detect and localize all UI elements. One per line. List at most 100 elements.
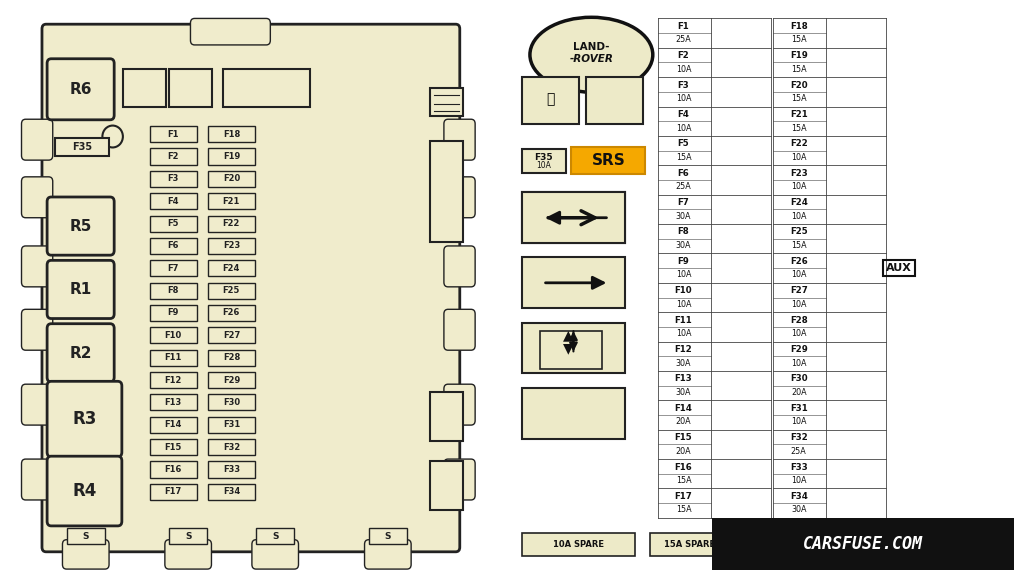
- FancyBboxPatch shape: [444, 384, 475, 425]
- Bar: [150, 484, 197, 500]
- Bar: [522, 323, 625, 373]
- Text: F1: F1: [167, 130, 179, 139]
- Text: F16: F16: [165, 465, 181, 474]
- Text: F20: F20: [223, 175, 240, 183]
- Bar: [150, 260, 197, 276]
- Text: F8: F8: [678, 228, 689, 237]
- Text: 15A: 15A: [791, 94, 807, 103]
- Text: F5: F5: [167, 219, 179, 228]
- Text: ▲: ▲: [563, 328, 573, 342]
- Text: F11: F11: [165, 353, 181, 362]
- Text: F33: F33: [223, 465, 240, 474]
- Text: 30A: 30A: [676, 388, 691, 397]
- Text: 10A: 10A: [791, 153, 807, 162]
- Text: 10A: 10A: [791, 270, 807, 279]
- Text: 15A: 15A: [791, 241, 807, 250]
- FancyBboxPatch shape: [444, 246, 475, 287]
- Bar: [522, 192, 625, 243]
- Text: 10A: 10A: [791, 358, 807, 367]
- Text: F28: F28: [223, 353, 240, 362]
- Text: F27: F27: [223, 331, 240, 340]
- Bar: [208, 305, 255, 321]
- Text: F9: F9: [678, 257, 689, 266]
- Text: F7: F7: [678, 198, 689, 207]
- Text: LAND-: LAND-: [573, 42, 609, 52]
- FancyBboxPatch shape: [22, 246, 53, 287]
- FancyBboxPatch shape: [165, 540, 212, 569]
- Text: 🔑: 🔑: [546, 93, 555, 107]
- Bar: [150, 416, 197, 433]
- Bar: [208, 260, 255, 276]
- Text: 25A: 25A: [676, 35, 691, 44]
- Text: 10A: 10A: [791, 417, 807, 426]
- Text: F18: F18: [223, 130, 240, 139]
- Bar: [150, 350, 197, 366]
- Text: F30: F30: [790, 374, 808, 384]
- Bar: [541, 331, 601, 369]
- Text: F28: F28: [790, 316, 808, 325]
- Text: F27: F27: [790, 286, 808, 295]
- Bar: [150, 372, 197, 388]
- Bar: [150, 305, 197, 321]
- Bar: [522, 388, 625, 439]
- Bar: [208, 484, 255, 500]
- Bar: [169, 69, 213, 107]
- Bar: [571, 147, 645, 174]
- Text: 10A: 10A: [676, 329, 691, 338]
- Text: F22: F22: [223, 219, 240, 228]
- Bar: [208, 149, 255, 165]
- FancyBboxPatch shape: [47, 324, 115, 382]
- Bar: [208, 327, 255, 343]
- Bar: [522, 149, 565, 173]
- FancyBboxPatch shape: [444, 119, 475, 160]
- Text: F10: F10: [675, 286, 692, 295]
- Text: F3: F3: [678, 81, 689, 90]
- Text: F9: F9: [167, 309, 179, 317]
- FancyBboxPatch shape: [22, 459, 53, 500]
- Text: F4: F4: [678, 110, 689, 119]
- Text: F34: F34: [223, 487, 240, 497]
- Text: 10A: 10A: [791, 476, 807, 485]
- FancyBboxPatch shape: [22, 384, 53, 425]
- Bar: [522, 192, 625, 243]
- Text: ▼: ▼: [563, 341, 573, 355]
- Bar: [150, 395, 197, 411]
- Text: 10A: 10A: [791, 182, 807, 191]
- Text: F12: F12: [675, 345, 692, 354]
- Bar: [150, 238, 197, 254]
- FancyBboxPatch shape: [62, 540, 109, 569]
- FancyBboxPatch shape: [47, 456, 122, 526]
- Bar: [522, 257, 625, 308]
- Text: 15A: 15A: [676, 476, 691, 485]
- Bar: [123, 69, 166, 107]
- Text: F26: F26: [790, 257, 808, 266]
- FancyBboxPatch shape: [444, 177, 475, 218]
- FancyBboxPatch shape: [190, 18, 270, 45]
- Text: F18: F18: [790, 22, 808, 31]
- Text: F31: F31: [790, 404, 808, 413]
- Text: F31: F31: [223, 420, 240, 429]
- Bar: [208, 238, 255, 254]
- FancyBboxPatch shape: [47, 197, 115, 255]
- Bar: [150, 126, 197, 142]
- Bar: [150, 461, 197, 478]
- Text: AUX: AUX: [886, 263, 912, 273]
- Bar: [586, 77, 643, 124]
- Text: F21: F21: [223, 197, 240, 206]
- FancyBboxPatch shape: [365, 540, 411, 569]
- Text: F8: F8: [167, 286, 179, 295]
- Text: 10A: 10A: [791, 300, 807, 309]
- Text: 30A SPARE: 30A SPARE: [849, 540, 900, 549]
- Bar: [742, 533, 821, 556]
- Text: SRS: SRS: [592, 153, 625, 168]
- Ellipse shape: [102, 126, 123, 147]
- Bar: [208, 372, 255, 388]
- FancyBboxPatch shape: [47, 260, 115, 319]
- Text: 25A: 25A: [676, 182, 691, 191]
- Bar: [522, 77, 579, 124]
- Text: F5: F5: [678, 139, 689, 149]
- Text: S: S: [185, 532, 191, 541]
- Text: F19: F19: [223, 152, 240, 161]
- Text: 10A: 10A: [537, 161, 551, 170]
- Text: F15: F15: [165, 442, 181, 452]
